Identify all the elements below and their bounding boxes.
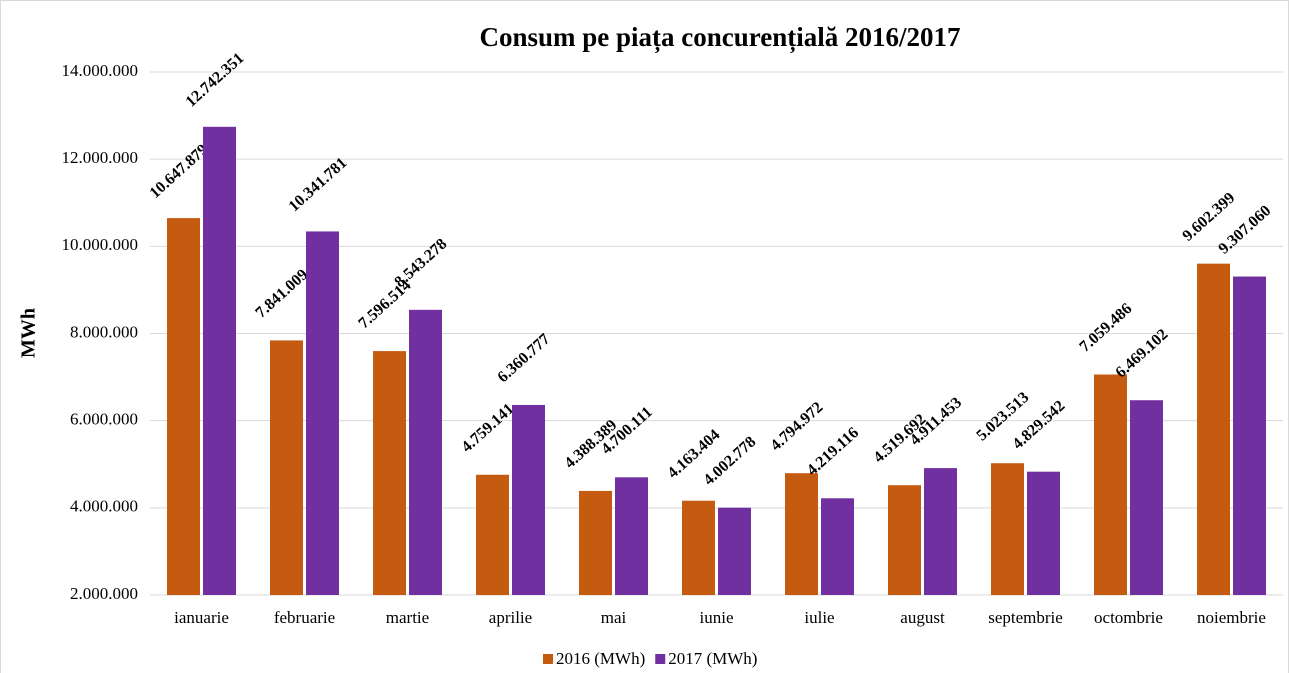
y-tick-label: 8.000.000 — [70, 322, 138, 341]
x-tick-label: martie — [386, 608, 429, 627]
bar — [821, 498, 854, 595]
chart-title: Consum pe piața concurențială 2016/2017 — [479, 22, 960, 53]
bar — [1233, 276, 1266, 595]
y-tick-label: 10.000.000 — [62, 235, 139, 254]
bar — [1094, 374, 1127, 595]
value-label: 12.742.351 — [183, 50, 248, 111]
x-tick-label: octombrie — [1094, 608, 1163, 627]
bar — [203, 126, 236, 596]
value-label: 4.794.972 — [767, 399, 826, 454]
bar — [579, 490, 612, 595]
bar — [1027, 471, 1060, 595]
bar — [991, 463, 1024, 595]
y-axis-label: MWh — [18, 308, 40, 358]
bar — [718, 507, 751, 595]
x-tick-label: ianuarie — [174, 608, 229, 627]
bar — [1130, 400, 1163, 595]
bar — [615, 477, 648, 595]
bar — [682, 500, 715, 595]
x-tick-label: noiembrie — [1197, 608, 1266, 627]
value-label: 7.059.486 — [1076, 300, 1135, 355]
value-label: 10.341.781 — [286, 154, 351, 215]
bar — [476, 474, 509, 595]
y-tick-label: 14.000.000 — [62, 61, 139, 80]
y-tick-label: 2.000.000 — [70, 584, 138, 603]
value-label: 8.543.278 — [391, 235, 450, 290]
bar — [785, 473, 818, 595]
value-label: 6.360.777 — [494, 331, 553, 386]
value-label: 4.219.116 — [804, 424, 862, 479]
legend-label: 2016 (MWh) — [556, 649, 645, 668]
value-label: 7.841.009 — [252, 266, 311, 321]
value-label: 10.647.879 — [147, 141, 212, 202]
y-tick-label: 12.000.000 — [62, 148, 139, 167]
bar — [512, 404, 545, 595]
bar — [373, 351, 406, 595]
bar — [888, 485, 921, 595]
x-tick-label: aprilie — [489, 608, 532, 627]
bar — [409, 309, 442, 595]
bar — [306, 231, 339, 595]
legend-label: 2017 (MWh) — [668, 649, 757, 668]
bar — [270, 340, 303, 595]
x-tick-label: februarie — [274, 608, 335, 627]
x-tick-label: august — [900, 608, 945, 627]
bar — [924, 468, 957, 595]
value-label: 4.759.141 — [458, 400, 517, 455]
legend-swatch — [543, 654, 553, 664]
value-label: 6.469.102 — [1112, 326, 1171, 381]
x-tick-label: septembrie — [988, 608, 1063, 627]
bar — [167, 218, 200, 595]
x-tick-label: iunie — [700, 608, 734, 627]
x-tick-label: iulie — [804, 608, 834, 627]
y-tick-label: 6.000.000 — [70, 410, 138, 429]
legend-swatch — [655, 654, 666, 664]
bar — [1197, 263, 1230, 595]
x-tick-label: mai — [601, 608, 627, 627]
y-tick-label: 4.000.000 — [70, 497, 138, 516]
